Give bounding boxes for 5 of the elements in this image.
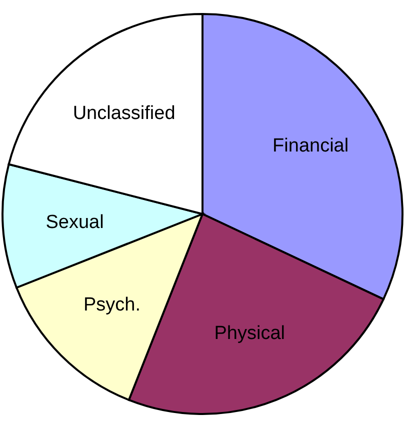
slice-label: Sexual	[46, 212, 104, 234]
slice-label: Psych.	[83, 294, 141, 316]
slice-label: Financial	[272, 135, 349, 156]
slice-label: Physical	[214, 323, 285, 344]
slice-label: Unclassified	[72, 102, 176, 124]
